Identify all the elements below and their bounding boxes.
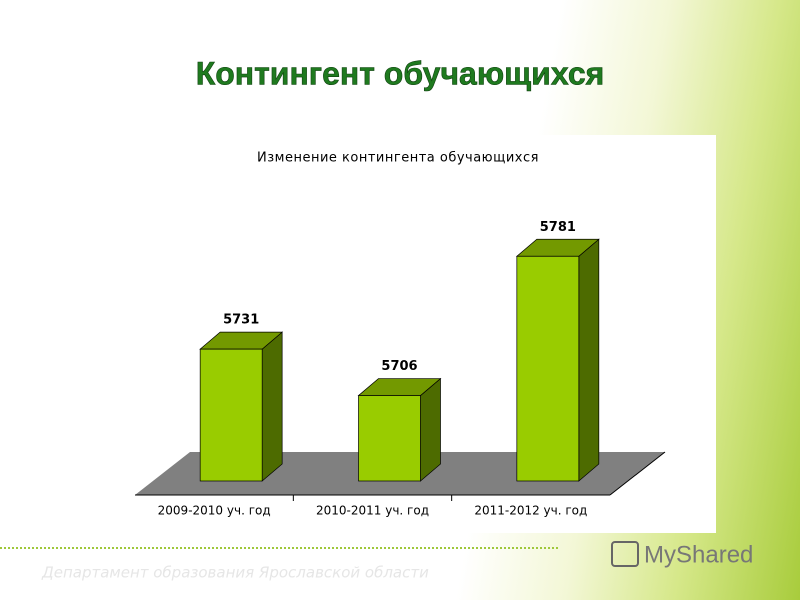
logo-icon — [611, 541, 639, 567]
bar — [199, 348, 263, 482]
footer: Департамент образования Ярославской обла… — [41, 564, 429, 582]
value-label: 5706 — [381, 359, 417, 374]
bar — [516, 255, 580, 482]
bar — [358, 395, 421, 482]
value-label: 5781 — [540, 220, 576, 235]
x-tick-label: 2010-2011 уч. год — [316, 504, 429, 518]
chart-title: Изменение контингента обучающихся — [257, 151, 539, 166]
bar-side — [420, 377, 441, 482]
floor-edge — [609, 451, 666, 496]
bar-side — [578, 238, 600, 482]
slide-title: Контингент обучающихся — [196, 55, 605, 91]
x-tick-label: 2011-2012 уч. год — [474, 504, 587, 518]
watermark: MyShared — [644, 541, 753, 568]
value-label: 5731 — [223, 313, 259, 328]
x-tick-label: 2009-2010 уч. год — [158, 504, 271, 518]
bar-side — [261, 331, 283, 482]
